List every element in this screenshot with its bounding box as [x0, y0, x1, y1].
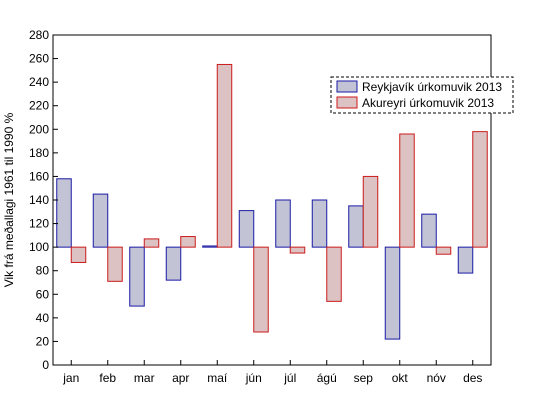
- y-tick-label: 0: [42, 358, 49, 372]
- y-axis-label: Vik frá meðallagi 1961 til 1990 %: [2, 112, 16, 287]
- y-tick-label: 140: [29, 193, 49, 207]
- y-tick-label: 40: [36, 311, 50, 325]
- bar-reykjavik: [129, 246, 145, 307]
- legend-swatch-akureyri: [336, 96, 358, 109]
- y-tick-label: 160: [29, 169, 49, 183]
- x-tick-label: des: [463, 371, 482, 385]
- bar-akureyri: [362, 175, 379, 248]
- bar-akureyri: [253, 246, 269, 333]
- bar-reykjavik: [92, 193, 109, 248]
- y-tick-label: 280: [29, 28, 49, 42]
- bar-akureyri: [216, 63, 233, 248]
- bar-akureyri: [70, 246, 87, 263]
- x-tick-label: jan: [62, 371, 79, 385]
- y-tick-label: 240: [29, 75, 49, 89]
- legend-frame: [330, 76, 514, 114]
- x-tick-label: apr: [172, 371, 189, 385]
- bar-akureyri: [435, 246, 452, 255]
- x-tick-label: ágú: [317, 371, 337, 385]
- y-axis: 0 20 40 60 80 100 120 140 160 180 200 220 240 260 280: [29, 28, 58, 372]
- x-tick-label: mar: [134, 371, 155, 385]
- x-tick-label: nóv: [427, 371, 446, 385]
- x-tick-label: feb: [99, 371, 116, 385]
- x-tick-label: jún: [245, 371, 262, 385]
- x-tick-label: júl: [283, 371, 296, 385]
- bar-reykjavik: [311, 199, 328, 248]
- y-tick-label: 80: [36, 264, 50, 278]
- bar-reykjavik: [275, 199, 291, 248]
- legend-label-akureyri: Akureyri úrkomuvik 2013: [362, 96, 494, 110]
- bar-reykjavik: [56, 178, 72, 248]
- bar-reykjavik: [421, 213, 437, 248]
- bar-akureyri: [289, 246, 306, 254]
- bar-akureyri: [326, 246, 342, 302]
- legend-label-reykjavik: Reykjavík úrkomuvik 2013: [362, 80, 502, 94]
- y-tick-label: 120: [29, 217, 49, 231]
- y-tick-label: 220: [29, 99, 49, 113]
- y-tick-label: 20: [36, 334, 50, 348]
- y-tick-label: 180: [29, 146, 49, 160]
- bar-reykjavik: [384, 246, 401, 340]
- bar-akureyri: [143, 238, 160, 248]
- y-tick-label: 100: [29, 240, 49, 254]
- bar-reykjavik: [165, 246, 182, 281]
- legend-swatch-reykjavik: [336, 80, 358, 93]
- bar-akureyri: [472, 131, 488, 248]
- bars-layer: [56, 63, 488, 340]
- bar-reykjavik: [348, 205, 364, 248]
- x-tick-label: okt: [392, 371, 409, 385]
- y-tick-label: 260: [29, 52, 49, 66]
- x-tick-label: sep: [354, 371, 374, 385]
- y-tick-label: 200: [29, 122, 49, 136]
- x-tick-label: maí: [207, 371, 228, 385]
- x-axis: jan feb mar apr maí jún júl ágú sep okt nóv des: [62, 360, 482, 385]
- bar-reykjavik: [238, 210, 255, 248]
- bar-akureyri: [180, 236, 196, 248]
- bar-akureyri: [399, 133, 415, 248]
- bar-akureyri: [107, 246, 123, 282]
- bar-reykjavik: [457, 246, 474, 274]
- legend: Reykjavík úrkomuvik 2013 Akureyri úrkomu…: [330, 76, 514, 114]
- y-tick-label: 60: [36, 287, 50, 301]
